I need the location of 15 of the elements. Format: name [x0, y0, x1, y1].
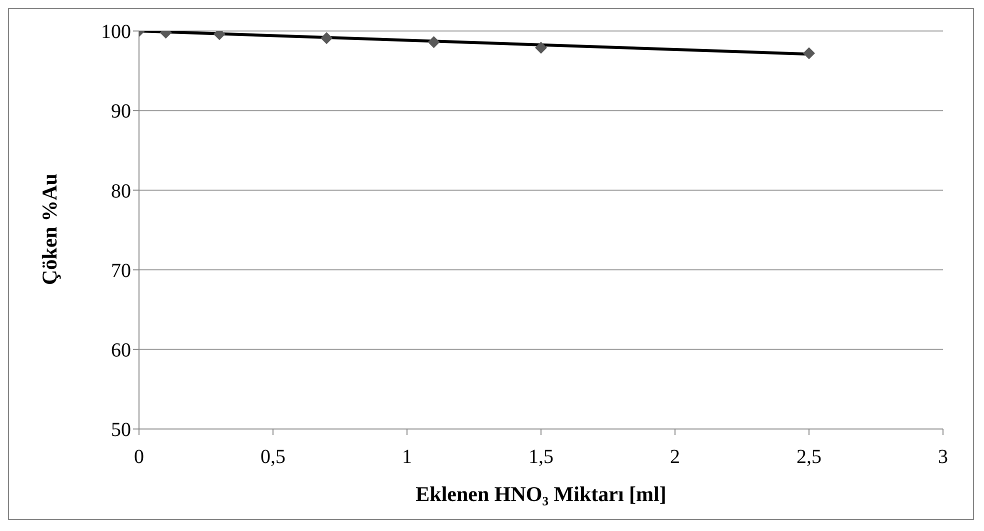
x-tick-label: 0,5	[260, 446, 286, 468]
y-axis-title: Çöken %Au	[37, 173, 62, 285]
x-tick-label: 2,5	[796, 446, 822, 468]
y-tick-label: 60	[111, 340, 131, 362]
y-tick-label: 70	[111, 260, 131, 282]
x-tick-label: 0	[134, 446, 144, 468]
x-axis-title: Eklenen HNO₃ Miktarı [ml]	[416, 482, 666, 506]
y-tick-label: 100	[101, 21, 131, 44]
x-tick-label: 1	[402, 446, 412, 468]
y-tick-label: 90	[111, 100, 131, 123]
x-tick-label: 1,5	[528, 446, 554, 468]
x-tick-label: 3	[938, 446, 948, 468]
x-tick-label: 2	[670, 446, 680, 468]
y-tick-label: 80	[111, 180, 131, 202]
y-tick-label: 50	[111, 419, 131, 442]
